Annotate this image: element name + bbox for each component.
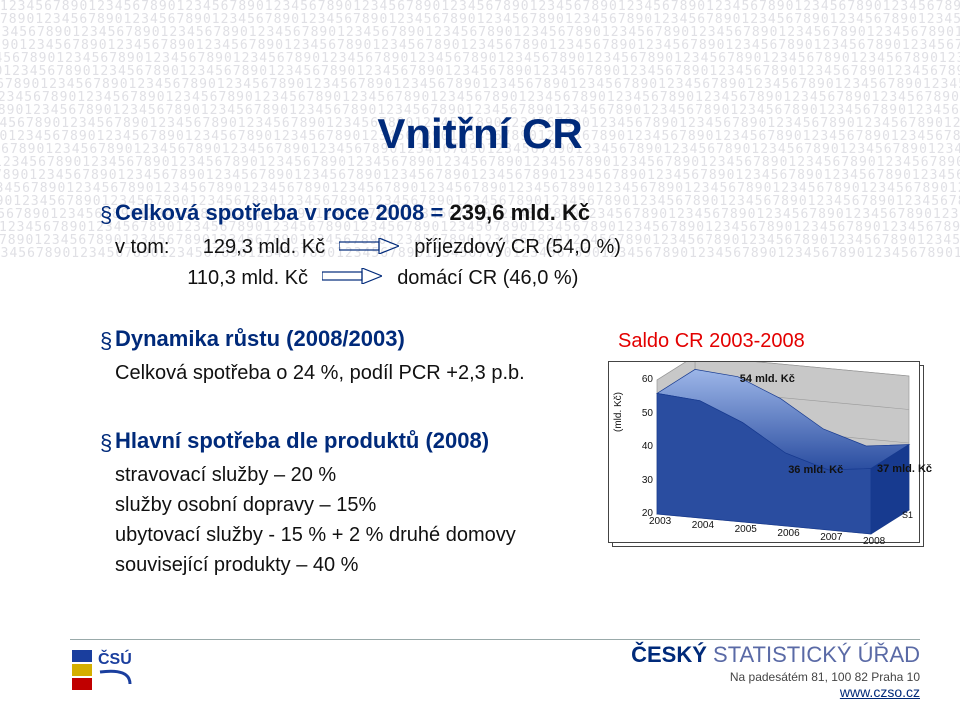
footer-org: ČESKÝ STATISTICKÝ ÚŘAD <box>631 642 920 668</box>
page-title: Vnitřní CR <box>0 110 960 158</box>
arrow-icon <box>322 263 382 293</box>
chart-title: Saldo CR 2003-2008 <box>608 330 918 353</box>
section1-heading: Celková spotřeba v roce 2008 = 239,6 mld… <box>115 200 621 226</box>
list-item: služby osobní dopravy – 15% <box>115 490 595 520</box>
chart-data-label: 37 mld. Kč <box>877 463 932 475</box>
heading-prefix: Celková spotřeba v roce 2008 = <box>115 200 449 225</box>
chart-saldo: Saldo CR 2003-2008 (mld. Kč) S1 20304050… <box>608 330 918 543</box>
heading-value: 239,6 mld. Kč <box>449 200 590 225</box>
chart-ytick: 40 <box>633 441 653 452</box>
chart-xtick: 2006 <box>777 528 799 539</box>
section2-heading: Dynamika růstu (2008/2003) <box>115 326 575 352</box>
chart-ytick: 30 <box>633 475 653 486</box>
row-a-category: příjezdový CR (54,0 %) <box>414 236 621 258</box>
list-item: ubytovací služby - 15 % + 2 % druhé domo… <box>115 520 595 550</box>
csu-logo: ČSÚ <box>70 648 140 694</box>
svg-text:ČSÚ: ČSÚ <box>98 649 132 668</box>
chart-series-legend: S1 <box>902 510 913 520</box>
chart-data-label: 36 mld. Kč <box>788 464 843 476</box>
list-item: stravovací služby – 20 % <box>115 460 595 490</box>
section-marker-icon: § <box>100 430 112 456</box>
chart-xtick: 2008 <box>863 536 885 547</box>
row-a-value: 129,3 mld. Kč <box>203 232 325 262</box>
section1-breakdown: v tom: 129,3 mld. Kč příjezdový CR (54,0… <box>115 232 621 293</box>
footer: ČESKÝ STATISTICKÝ ÚŘAD Na padesátém 81, … <box>631 642 920 700</box>
section3-heading: Hlavní spotřeba dle produktů (2008) <box>115 428 595 454</box>
chart-xtick: 2004 <box>692 520 714 531</box>
footer-org-light: STATISTICKÝ ÚŘAD <box>707 642 920 667</box>
row-b-value: 110,3 mld. Kč <box>187 263 308 293</box>
chart-ytick: 60 <box>633 374 653 385</box>
footer-divider <box>70 639 920 640</box>
footer-url[interactable]: www.czso.cz <box>631 684 920 700</box>
section3-items: stravovací služby – 20 % služby osobní d… <box>115 460 595 580</box>
chart-frame: (mld. Kč) S1 203040506020032004200520062… <box>608 361 920 543</box>
chart-ytick: 50 <box>633 408 653 419</box>
footer-address: Na padesátém 81, 100 82 Praha 10 <box>631 670 920 684</box>
section-total-consumption: § Celková spotřeba v roce 2008 = 239,6 m… <box>115 200 621 293</box>
vtom-label: v tom: <box>115 236 169 258</box>
arrow-icon <box>339 233 399 263</box>
section-products: § Hlavní spotřeba dle produktů (2008) st… <box>115 428 595 580</box>
row-b-category: domácí CR (46,0 %) <box>397 267 578 289</box>
section-dynamics: § Dynamika růstu (2008/2003) Celková spo… <box>115 326 575 388</box>
chart-xtick: 2007 <box>820 532 842 543</box>
footer-org-dark: ČESKÝ <box>631 642 707 667</box>
chart-ylabel: (mld. Kč) <box>613 392 624 432</box>
chart-xtick: 2005 <box>735 524 757 535</box>
section-marker-icon: § <box>100 328 112 354</box>
section2-sub: Celková spotřeba o 24 %, podíl PCR +2,3 … <box>115 358 575 388</box>
list-item: související produkty – 40 % <box>115 550 595 580</box>
chart-xtick: 2003 <box>649 516 671 527</box>
chart-data-label: 54 mld. Kč <box>740 373 795 385</box>
section-marker-icon: § <box>100 202 112 228</box>
